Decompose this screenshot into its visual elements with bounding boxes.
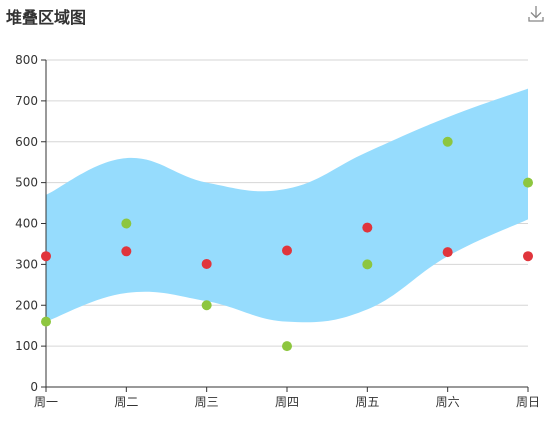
y-tick-label-3: 300: [15, 257, 38, 271]
point-s1-4[interactable]: [362, 259, 373, 270]
point-s1-6[interactable]: [523, 177, 533, 188]
point-s0-0[interactable]: [41, 251, 51, 262]
x-tick-label-5: 周六: [436, 395, 460, 409]
chart-title: 堆叠区域图: [6, 8, 87, 27]
download-icon: [528, 6, 544, 22]
point-s1-1[interactable]: [121, 218, 132, 229]
point-s0-1[interactable]: [121, 246, 132, 257]
x-tick-label-4: 周五: [355, 395, 379, 409]
point-s1-3[interactable]: [282, 341, 292, 352]
band-area: [46, 88, 528, 323]
y-tick-label-5: 500: [15, 176, 38, 190]
point-s0-6[interactable]: [523, 251, 533, 262]
point-s0-5[interactable]: [442, 247, 453, 258]
y-tick-label-0: 0: [30, 380, 38, 394]
x-tick-label-0: 周一: [34, 395, 58, 409]
area-band: [46, 88, 528, 323]
x-axis-ticks: 周一 周二 周三 周四 周五 周六 周日: [34, 387, 540, 409]
data-points: [41, 136, 533, 352]
y-tick-label-7: 700: [15, 94, 38, 108]
x-tick-label-2: 周三: [195, 395, 219, 409]
point-s1-0[interactable]: [41, 316, 51, 327]
x-tick-label-3: 周四: [275, 395, 299, 409]
point-s0-4[interactable]: [362, 222, 373, 233]
point-s0-2[interactable]: [201, 258, 212, 269]
y-tick-label-2: 200: [15, 298, 38, 312]
x-tick-label-1: 周二: [114, 395, 138, 409]
y-tick-label-6: 600: [15, 135, 38, 149]
point-s0-3[interactable]: [282, 245, 292, 256]
y-axis-ticks: 0 100 200 300 400 500 600 700 800: [15, 53, 46, 394]
y-tick-label-1: 100: [15, 339, 38, 353]
y-tick-label-4: 400: [15, 217, 38, 231]
point-s1-2[interactable]: [201, 300, 212, 311]
download-button[interactable]: [526, 4, 546, 24]
point-s1-5[interactable]: [442, 136, 453, 147]
x-tick-label-6: 周日: [516, 395, 540, 409]
y-tick-label-8: 800: [15, 53, 38, 67]
